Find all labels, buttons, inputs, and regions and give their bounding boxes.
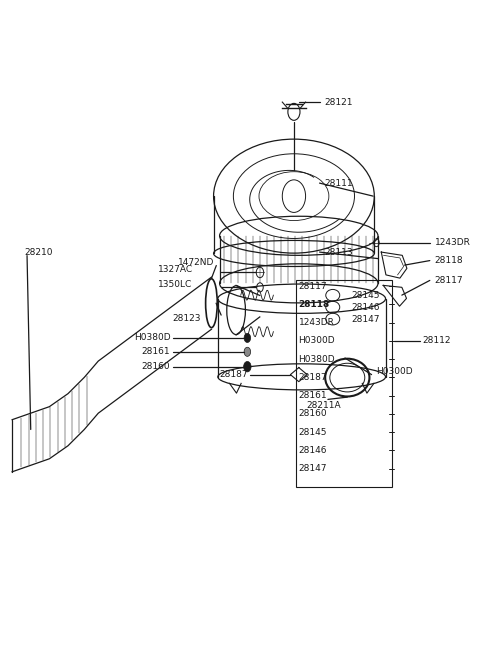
Text: H0380D: H0380D [299, 355, 335, 363]
Text: 28187: 28187 [219, 370, 248, 379]
Text: 28117: 28117 [299, 282, 327, 290]
Text: 28210: 28210 [24, 248, 53, 257]
Text: 1243DR: 1243DR [434, 238, 470, 247]
Text: 28161: 28161 [142, 348, 170, 356]
Text: 28146: 28146 [351, 303, 380, 311]
Text: 1243DR: 1243DR [299, 318, 335, 327]
Text: 28147: 28147 [351, 315, 380, 324]
Text: 28145: 28145 [299, 428, 327, 437]
Text: H0300D: H0300D [376, 367, 413, 376]
Text: 28123: 28123 [173, 313, 201, 323]
Text: H0380D: H0380D [133, 333, 170, 342]
Text: 28187: 28187 [299, 373, 327, 382]
Text: 28145: 28145 [351, 291, 380, 300]
Text: 28118: 28118 [434, 256, 463, 265]
Text: 28160: 28160 [142, 362, 170, 371]
Text: 1472ND: 1472ND [178, 258, 214, 267]
Text: 28146: 28146 [299, 446, 327, 455]
Text: 28118: 28118 [299, 300, 330, 309]
Text: H0300D: H0300D [299, 336, 335, 346]
Text: 28117: 28117 [434, 276, 463, 285]
Circle shape [244, 361, 251, 372]
Text: 28113: 28113 [324, 248, 353, 257]
Text: 28111: 28111 [324, 179, 353, 188]
Text: 1327AC: 1327AC [158, 265, 193, 274]
Text: 28161: 28161 [299, 391, 327, 400]
Text: 28147: 28147 [299, 464, 327, 473]
Bar [296, 280, 392, 487]
Circle shape [244, 348, 251, 356]
Text: 1350LC: 1350LC [158, 280, 192, 288]
Text: 28211A: 28211A [306, 401, 340, 411]
Text: 28112: 28112 [422, 336, 451, 346]
Circle shape [244, 333, 251, 342]
Text: 28121: 28121 [324, 98, 353, 106]
Text: 28160: 28160 [299, 409, 327, 419]
